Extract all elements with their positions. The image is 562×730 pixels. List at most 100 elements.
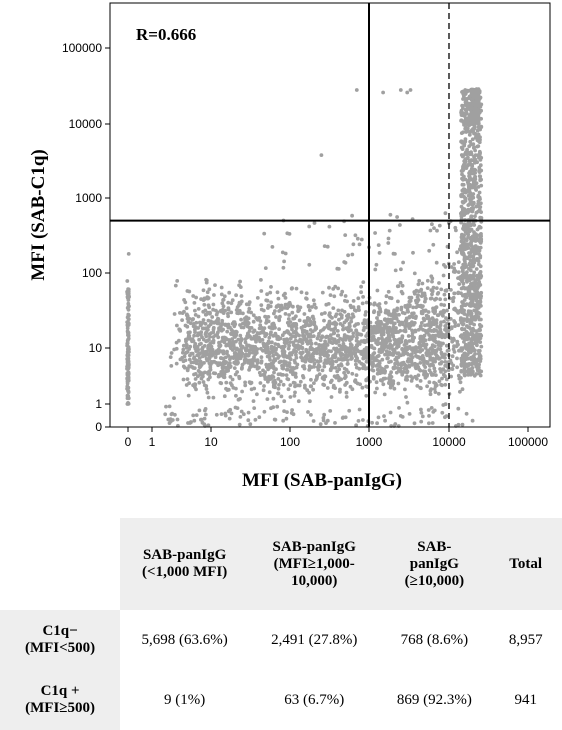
data-point <box>193 343 197 348</box>
data-point <box>472 119 477 124</box>
data-point <box>126 312 131 317</box>
data-point <box>292 343 297 348</box>
data-point <box>305 341 310 346</box>
data-point <box>203 412 208 417</box>
data-point <box>434 260 439 265</box>
data-point <box>230 377 235 382</box>
data-point <box>479 232 483 236</box>
data-point <box>459 153 464 157</box>
data-point <box>456 373 461 378</box>
data-point <box>344 395 349 399</box>
data-point <box>413 374 418 379</box>
data-point <box>329 349 333 354</box>
data-point <box>423 308 428 313</box>
data-point <box>252 328 257 333</box>
data-point <box>375 386 379 391</box>
data-point <box>450 354 455 359</box>
data-point <box>189 351 194 356</box>
data-point <box>233 335 237 339</box>
data-point <box>207 324 211 328</box>
data-point <box>336 333 341 338</box>
data-point <box>125 353 130 358</box>
data-point <box>428 392 433 397</box>
data-point <box>293 334 297 339</box>
data-point <box>469 319 474 324</box>
data-point <box>379 346 384 351</box>
data-point <box>239 294 244 298</box>
data-point <box>478 359 483 363</box>
data-point <box>396 319 401 324</box>
data-point <box>449 288 453 292</box>
data-point <box>333 347 338 351</box>
data-point <box>193 308 197 313</box>
data-point <box>459 346 464 350</box>
data-point <box>184 343 189 347</box>
data-point <box>359 284 363 289</box>
data-point <box>309 334 314 339</box>
data-point <box>457 282 462 286</box>
data-point <box>470 238 475 243</box>
data-point <box>333 314 338 319</box>
data-point <box>263 266 268 270</box>
data-point <box>465 126 470 131</box>
data-point <box>188 420 193 425</box>
data-point <box>419 419 424 424</box>
data-point <box>463 157 468 162</box>
row-label-c1q-pos: C1q + (MFI≥500) <box>0 670 121 730</box>
data-point <box>400 372 405 377</box>
data-point <box>426 310 431 314</box>
data-point <box>472 270 477 275</box>
data-point <box>431 285 436 290</box>
data-point <box>359 237 364 242</box>
data-point <box>360 301 365 306</box>
data-point <box>214 412 219 417</box>
data-point <box>408 88 413 92</box>
data-point <box>399 339 404 344</box>
data-point <box>323 346 328 351</box>
data-point <box>439 287 444 292</box>
data-point <box>356 419 361 423</box>
data-point <box>232 360 237 365</box>
data-point <box>439 310 444 315</box>
data-point <box>476 209 480 214</box>
data-point <box>416 293 420 298</box>
data-point <box>342 370 346 375</box>
data-point <box>419 303 423 308</box>
data-point <box>312 221 317 225</box>
data-point <box>305 316 310 320</box>
data-point <box>283 312 288 316</box>
data-point <box>476 339 481 344</box>
data-point <box>357 407 362 412</box>
data-point <box>185 377 190 381</box>
data-point <box>246 410 251 415</box>
data-point <box>326 353 330 358</box>
data-point <box>380 349 384 354</box>
data-point <box>479 324 484 328</box>
data-point <box>394 355 399 360</box>
data-point <box>296 339 301 344</box>
data-point <box>335 329 340 333</box>
data-point <box>125 366 129 371</box>
data-point <box>262 409 267 414</box>
data-point <box>294 353 298 357</box>
data-point <box>456 260 461 264</box>
data-point <box>379 321 384 326</box>
data-point <box>464 120 469 124</box>
data-point <box>477 226 481 230</box>
data-point <box>470 137 475 142</box>
data-point <box>191 317 196 321</box>
data-point <box>341 415 346 420</box>
data-point <box>404 395 408 399</box>
data-point <box>453 324 457 328</box>
data-point <box>470 102 475 107</box>
data-point <box>287 313 291 317</box>
data-point <box>390 332 395 337</box>
data-point <box>172 396 176 400</box>
data-point <box>230 321 235 326</box>
data-point <box>461 363 465 368</box>
data-point <box>226 322 231 327</box>
data-point <box>241 412 246 417</box>
data-point <box>477 170 482 175</box>
data-point <box>184 306 189 311</box>
data-point <box>315 359 320 364</box>
